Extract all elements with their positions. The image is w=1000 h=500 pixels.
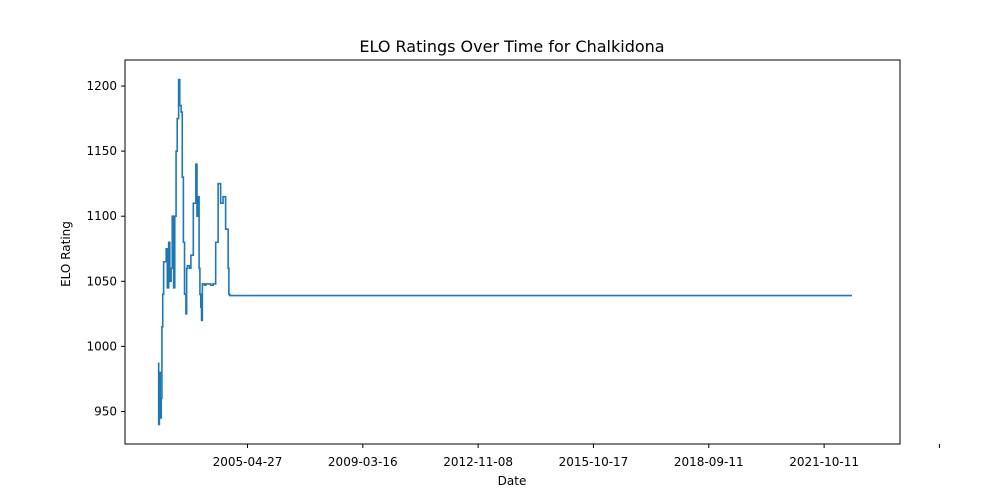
x-tick-label: 2005-04-27 xyxy=(213,455,283,469)
chart-title: ELO Ratings Over Time for Chalkidona xyxy=(359,37,664,56)
y-tick-label: 1000 xyxy=(86,339,117,353)
x-tick-label: 2018-09-11 xyxy=(674,455,744,469)
x-tick-label: 2012-11-08 xyxy=(443,455,513,469)
x-tick-label: 2015-10-17 xyxy=(559,455,629,469)
y-axis-label: ELO Rating xyxy=(59,221,73,287)
x-tick-label: 2009-03-16 xyxy=(328,455,398,469)
y-tick-label: 1200 xyxy=(86,79,117,93)
x-axis-label: Date xyxy=(498,474,527,488)
y-tick-label: 1150 xyxy=(86,144,117,158)
y-tick-label: 950 xyxy=(94,404,117,418)
series-line-0 xyxy=(157,78,852,426)
y-tick-label: 1050 xyxy=(86,274,117,288)
x-tick-label: 2021-10-11 xyxy=(789,455,859,469)
plot-frame xyxy=(124,59,901,445)
plot-area: 2005-04-27 2009-03-16 2012-11-08 2015-10-17… xyxy=(86,59,940,469)
y-tick-label: 1100 xyxy=(86,209,117,223)
